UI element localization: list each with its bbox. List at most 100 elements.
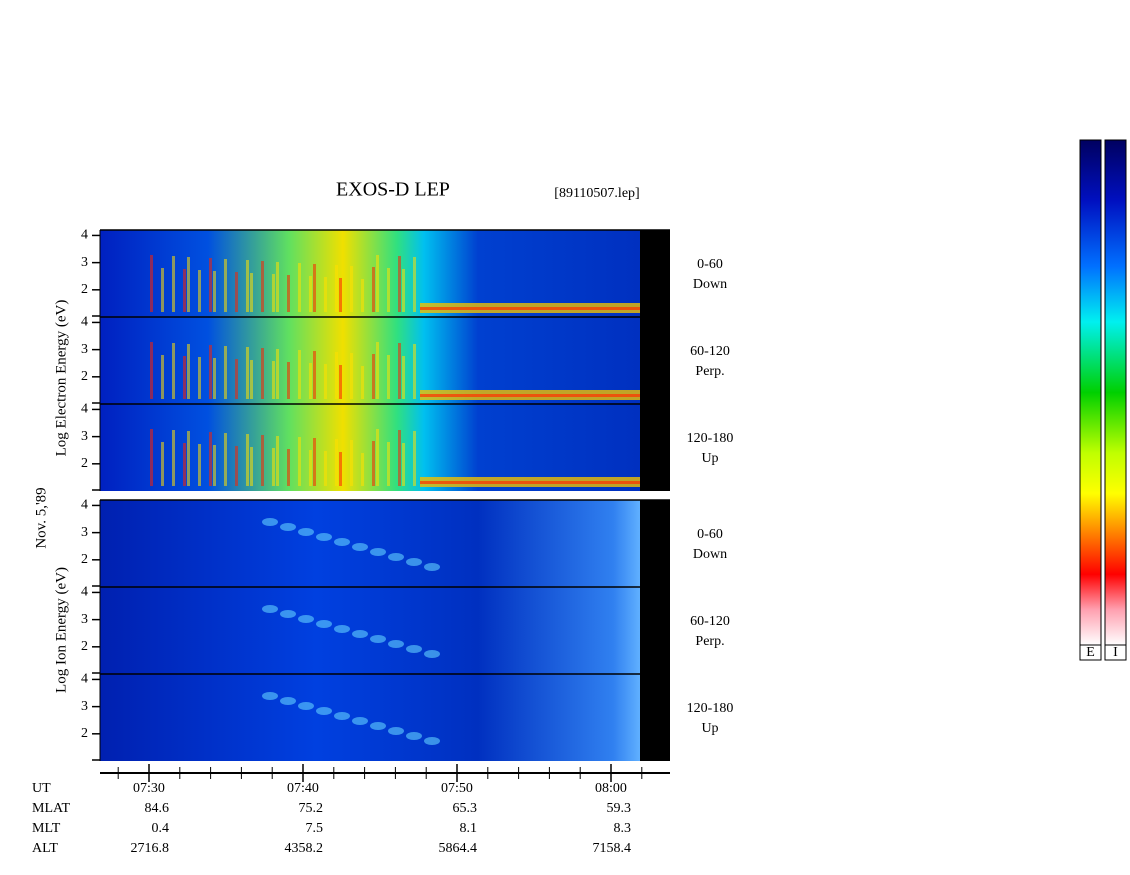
y-tick-label: 4 [81,315,88,330]
file-name: [89110507.lep] [554,186,639,201]
spectrogram-blob [406,732,422,740]
row-label: MLT [32,821,61,836]
spectrogram-streak [402,443,405,486]
spectrogram-streak [198,444,201,486]
spectrogram-streak [209,432,212,486]
spectrogram-band [420,307,640,310]
pitch-angle-label: 60-120 [690,344,730,359]
electron-y-label: Log Electron Energy (eV) [53,300,69,457]
spectrogram-streak [150,255,153,312]
row-label: UT [32,781,51,796]
spectrogram-streak [250,273,253,312]
ephemeris-value: 84.6 [145,801,170,816]
spectrogram-blob [298,528,314,536]
y-tick-label: 3 [81,429,88,444]
spectrogram-streak [324,451,327,486]
spectrogram-streak [287,362,290,399]
spectrogram-streak [309,450,312,486]
spectrogram-streak [402,356,405,399]
spectrogram-streak [350,440,353,486]
pitch-angle-label: 0-60 [697,527,723,542]
spectrogram-streak [213,271,216,312]
blank-region [640,317,670,404]
spectrogram-streak [250,360,253,399]
spectrogram-streak [246,260,249,312]
spectrogram-streak [387,268,390,312]
spectrogram-streak [339,452,342,486]
spectrogram-streak [376,342,379,399]
spectrogram-streak [235,446,238,486]
spectrogram-streak [361,279,364,312]
spectrogram-blob [406,558,422,566]
blank-region [640,230,670,317]
spectrogram-streak [298,437,301,486]
y-tick-label: 2 [81,369,88,384]
y-tick-label: 4 [81,672,88,687]
spectrogram-blob [262,692,278,700]
spectrogram-blob [316,620,332,628]
spectrogram-streak [209,258,212,312]
spectrogram-streak [224,259,227,312]
spectrogram-blob [370,548,386,556]
x-tick-label: 08:00 [595,781,627,796]
spectrogram-blob [388,640,404,648]
y-tick-label: 3 [81,612,88,627]
spectrogram-streak [183,269,186,312]
spectrogram-streak [335,439,338,486]
spectrogram-streak [324,364,327,399]
date: Nov. 5,'89 [33,487,49,548]
y-tick-label: 4 [81,585,88,600]
spectrogram-streak [335,352,338,399]
spectrogram-streak [313,351,316,399]
spectrogram-streak [413,431,416,486]
ephemeris-value: 8.3 [614,821,632,836]
colorbar [1104,139,1127,646]
spectrogram-streak [372,267,375,312]
spectrogram-streak [350,266,353,312]
spectrogram-streak [261,435,264,486]
ephemeris-value: 4358.2 [285,841,324,856]
pitch-angle-label: 60-120 [690,614,730,629]
row-label: MLAT [32,801,71,816]
y-tick-label: 3 [81,525,88,540]
spectrogram-streak [324,277,327,312]
spectrogram-blob [370,722,386,730]
blank-region [640,674,670,761]
colorbar [1079,139,1102,646]
blank-region [640,404,670,491]
colorbar-label: E [1086,645,1095,660]
spectrogram-streak [250,447,253,486]
spectrogram-blob [334,712,350,720]
spectrogram-streak [187,431,190,486]
blank-region [640,587,670,674]
spectrogram-streak [150,342,153,399]
spectrogram-streak [272,274,275,312]
ephemeris-value: 75.2 [299,801,324,816]
spectrogram-blob [388,727,404,735]
spectrogram-streak [213,358,216,399]
direction-label: Perp. [695,634,724,649]
spectrogram-streak [313,264,316,312]
spectrogram-streak [224,346,227,399]
spectrogram-streak [387,355,390,399]
spectrogram-streak [376,429,379,486]
spectrogram-streak [339,278,342,312]
spectrogram-streak [172,256,175,312]
spectrogram-streak [276,262,279,312]
spectrogram-streak [398,430,401,486]
spectrogram-blob [262,605,278,613]
spectrogram-streak [198,270,201,312]
spectrogram-streak [339,365,342,399]
ephemeris-value: 65.3 [453,801,478,816]
spectrogram-streak [261,261,264,312]
spectrogram-streak [309,363,312,399]
pitch-angle-label: 0-60 [697,257,723,272]
spectrogram-blob [298,615,314,623]
row-label: ALT [32,841,58,856]
spectrogram-streak [213,445,216,486]
y-tick-label: 3 [81,699,88,714]
spectrogram-streak [187,257,190,312]
ephemeris-value: 59.3 [607,801,632,816]
